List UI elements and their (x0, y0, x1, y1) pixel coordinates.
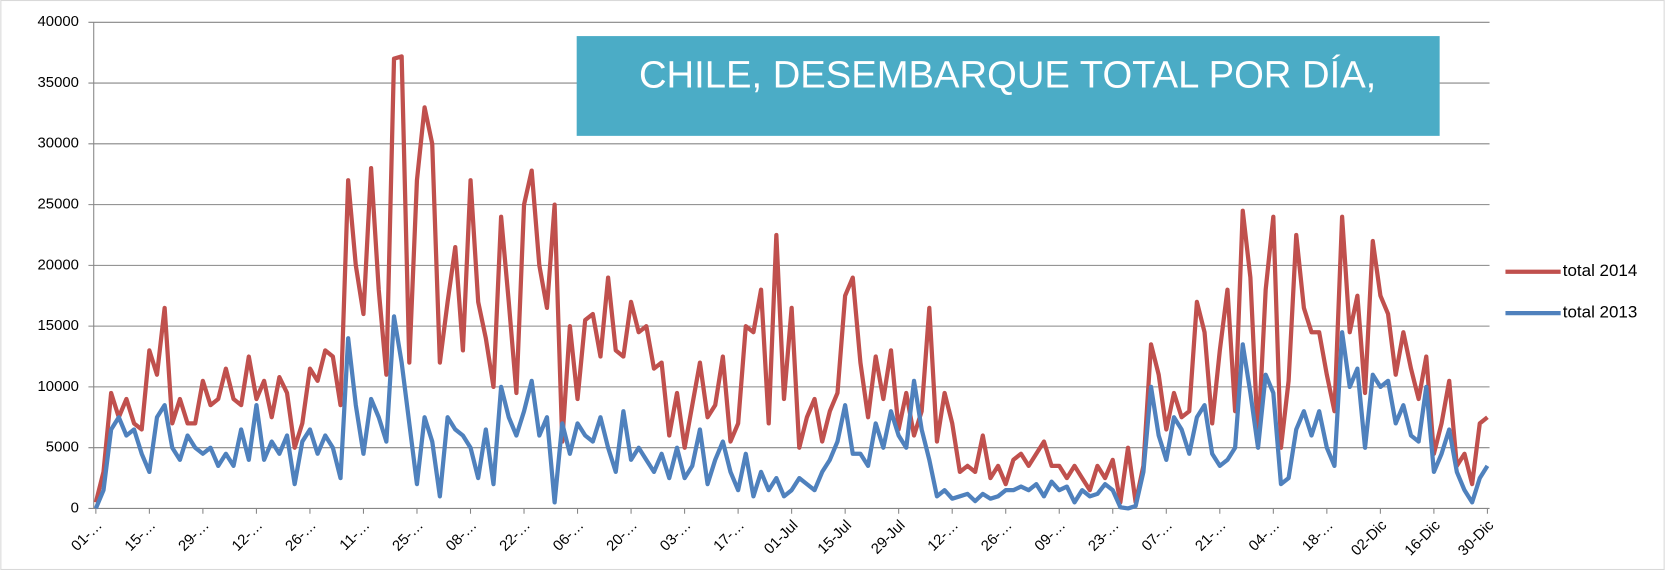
series-line (93, 314, 1490, 511)
title-box (576, 36, 1440, 136)
y-tick-label: 10000 (38, 379, 79, 395)
y-tick-label: 40000 (38, 14, 79, 30)
series-line (93, 54, 1489, 505)
y-tick-label: 25000 (38, 197, 79, 213)
legend-label: total 2014 (1563, 261, 1638, 280)
y-tick-label: 30000 (38, 136, 79, 152)
y-tick-label: 20000 (38, 257, 79, 273)
legend-label: total 2013 (1563, 303, 1638, 322)
y-tick-label: 5000 (46, 440, 79, 456)
y-tick-label: 35000 (38, 75, 79, 91)
y-tick-label: 15000 (38, 318, 79, 334)
chart-title: CHILE, DESEMBARQUE TOTAL POR DÍA, (639, 54, 1376, 97)
y-tick-label: 0 (71, 500, 79, 516)
